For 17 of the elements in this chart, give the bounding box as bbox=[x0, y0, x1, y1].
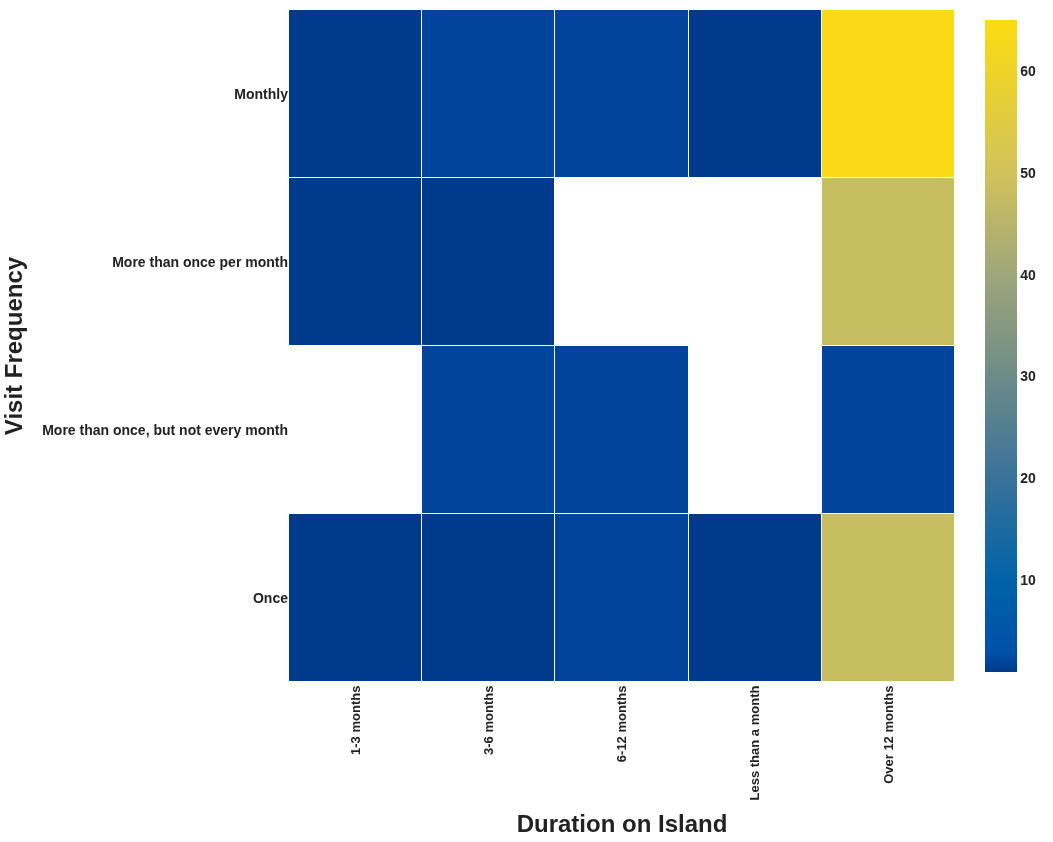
color-bar-label: 50 bbox=[1020, 164, 1037, 181]
x-tick-label: Less than a month bbox=[747, 685, 763, 801]
x-axis-title: Duration on Island bbox=[516, 809, 728, 837]
x-tick-label: 1-3 months bbox=[347, 685, 363, 755]
color-bar-label: 30 bbox=[1020, 368, 1037, 385]
x-tick-label: 3-6 months bbox=[481, 685, 497, 755]
y-tick-label: More than once, but not every month bbox=[42, 421, 288, 438]
y-axis-title: Visit Frequency bbox=[0, 256, 27, 436]
color-bar-label: 60 bbox=[1020, 62, 1037, 79]
color-bar-label: 40 bbox=[1020, 266, 1037, 283]
x-tick-label: 6-12 months bbox=[614, 685, 630, 763]
color-bar-label: 20 bbox=[1020, 470, 1037, 487]
y-tick-label: Once bbox=[252, 589, 289, 606]
y-tick-label: Monthly bbox=[234, 85, 289, 102]
color-bar-label: 10 bbox=[1020, 572, 1037, 589]
y-tick-label: More than once per month bbox=[112, 253, 288, 270]
x-tick-label: Over 12 months bbox=[880, 685, 896, 784]
